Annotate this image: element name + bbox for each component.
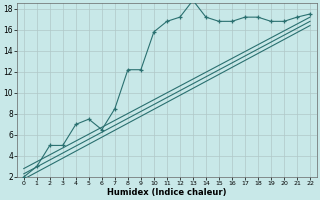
X-axis label: Humidex (Indice chaleur): Humidex (Indice chaleur) [107,188,227,197]
